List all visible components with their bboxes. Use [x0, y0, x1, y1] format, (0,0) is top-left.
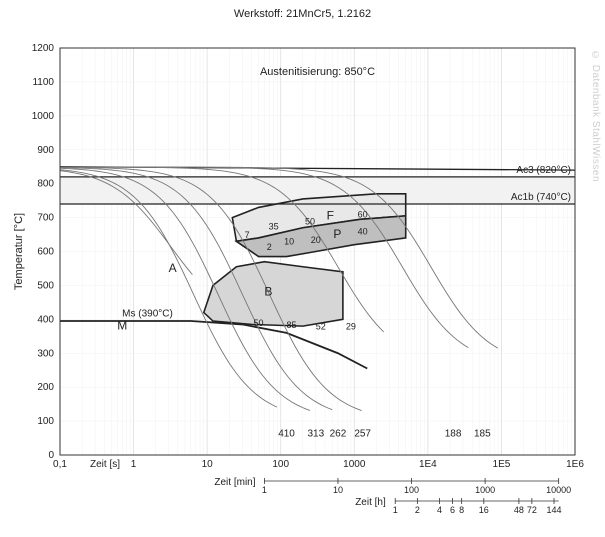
pt-label-9: 85 [286, 320, 296, 330]
pt-label-10: 52 [316, 322, 326, 332]
ac1b-label: Ac1b (740°C) [511, 192, 571, 203]
region-b: B [264, 285, 272, 299]
region-m: M [117, 319, 127, 333]
pt-label-8: 50 [254, 318, 264, 328]
svg-text:16: 16 [479, 505, 489, 515]
watermark: © Datenbank StahlWissen [590, 50, 601, 182]
svg-text:400: 400 [37, 314, 54, 325]
svg-text:1E6: 1E6 [566, 459, 584, 470]
hardness-5: 185 [474, 428, 491, 439]
svg-text:100: 100 [272, 459, 289, 470]
hardness-1: 313 [307, 428, 324, 439]
hardness-2: 262 [330, 428, 347, 439]
svg-text:48: 48 [514, 505, 524, 515]
svg-text:Temperatur [°C]: Temperatur [°C] [13, 213, 25, 290]
pt-label-3: 10 [284, 237, 294, 247]
region-a: A [169, 261, 177, 275]
svg-text:600: 600 [37, 247, 54, 258]
pt-label-0: 7 [245, 230, 250, 240]
svg-text:Zeit [min]: Zeit [min] [214, 477, 255, 488]
svg-text:900: 900 [37, 145, 54, 156]
pt-label-11: 29 [346, 322, 356, 332]
svg-text:1100: 1100 [32, 77, 54, 88]
ms-label: Ms (390°C) [122, 309, 173, 320]
svg-text:1E4: 1E4 [419, 459, 437, 470]
svg-text:1: 1 [393, 505, 398, 515]
svg-text:1000: 1000 [343, 459, 366, 470]
svg-text:10: 10 [202, 459, 214, 470]
svg-text:0: 0 [48, 450, 54, 461]
hardness-0: 410 [278, 428, 295, 439]
pt-label-4: 50 [305, 216, 315, 226]
pt-label-5: 20 [311, 235, 321, 245]
svg-text:4: 4 [437, 505, 442, 515]
material-title: Werkstoff: 21MnCr5, 1.2162 [0, 8, 605, 20]
svg-text:8: 8 [459, 505, 464, 515]
pt-label-1: 2 [267, 242, 272, 252]
svg-text:72: 72 [527, 505, 537, 515]
svg-text:1E5: 1E5 [493, 459, 511, 470]
svg-text:0,1: 0,1 [53, 459, 67, 470]
pt-label-2: 35 [269, 221, 279, 231]
svg-text:2: 2 [415, 505, 420, 515]
svg-text:1: 1 [131, 459, 137, 470]
austenitizing-label: Austenitisierung: 850°C [260, 66, 375, 78]
page: Werkstoff: 21MnCr5, 1.2162 © Datenbank S… [0, 0, 605, 537]
svg-text:700: 700 [37, 213, 54, 224]
svg-text:1: 1 [262, 485, 267, 495]
svg-text:800: 800 [37, 179, 54, 190]
svg-text:100: 100 [404, 485, 419, 495]
svg-text:1000: 1000 [32, 111, 55, 122]
svg-text:6: 6 [450, 505, 455, 515]
svg-text:500: 500 [37, 280, 54, 291]
svg-text:200: 200 [37, 382, 54, 393]
svg-text:10000: 10000 [546, 485, 571, 495]
svg-text:10: 10 [333, 485, 343, 495]
svg-text:100: 100 [37, 416, 54, 427]
svg-text:1200: 1200 [32, 43, 55, 54]
svg-text:300: 300 [37, 348, 54, 359]
pt-label-7: 40 [358, 227, 368, 237]
region-p: P [333, 227, 341, 241]
svg-text:Zeit [s]: Zeit [s] [90, 459, 120, 470]
svg-text:144: 144 [546, 505, 561, 515]
hardness-3: 257 [354, 428, 371, 439]
pt-label-6: 60 [358, 210, 368, 220]
svg-text:1000: 1000 [475, 485, 495, 495]
ztu-chart: 0,1 1 10 100 1000 1E4 1E5 1E6 Zeit [s] 0 100 200 300… [0, 0, 605, 537]
svg-text:Zeit [h]: Zeit [h] [355, 497, 386, 508]
region-f: F [327, 208, 334, 222]
hardness-4: 188 [445, 428, 462, 439]
